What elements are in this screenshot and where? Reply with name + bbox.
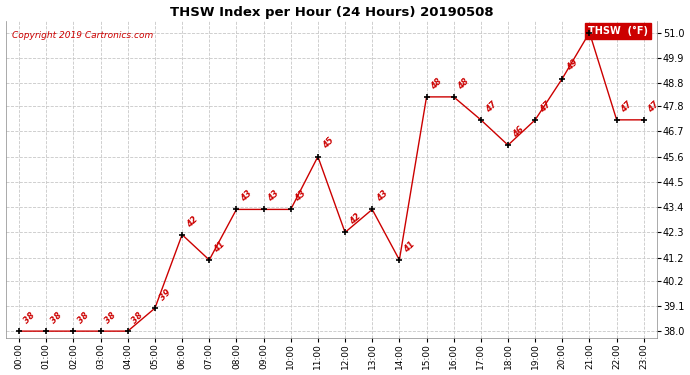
- Text: 42: 42: [348, 212, 362, 226]
- Title: THSW Index per Hour (24 Hours) 20190508: THSW Index per Hour (24 Hours) 20190508: [170, 6, 493, 18]
- Text: 43: 43: [293, 189, 308, 204]
- Text: 47: 47: [647, 99, 661, 114]
- Text: 47: 47: [484, 99, 498, 114]
- Text: 49: 49: [565, 58, 580, 73]
- Text: 38: 38: [49, 311, 63, 326]
- Text: 48: 48: [429, 76, 444, 91]
- Text: 43: 43: [375, 189, 390, 204]
- Text: THSW  (°F): THSW (°F): [588, 26, 648, 36]
- Text: 43: 43: [266, 189, 281, 204]
- Text: 45: 45: [321, 136, 335, 151]
- Text: Copyright 2019 Cartronics.com: Copyright 2019 Cartronics.com: [12, 31, 153, 40]
- Text: 38: 38: [76, 311, 91, 326]
- Text: 38: 38: [22, 311, 37, 326]
- Text: 41: 41: [212, 240, 226, 254]
- Text: 48: 48: [456, 76, 471, 91]
- Text: 46: 46: [511, 125, 525, 140]
- Text: 43: 43: [239, 189, 254, 204]
- Text: 39: 39: [157, 288, 172, 302]
- Text: 38: 38: [130, 311, 145, 326]
- Text: 47: 47: [620, 99, 634, 114]
- Text: 38: 38: [104, 311, 118, 326]
- Text: 42: 42: [185, 214, 199, 229]
- Text: 47: 47: [538, 99, 553, 114]
- Text: 41: 41: [402, 240, 417, 254]
